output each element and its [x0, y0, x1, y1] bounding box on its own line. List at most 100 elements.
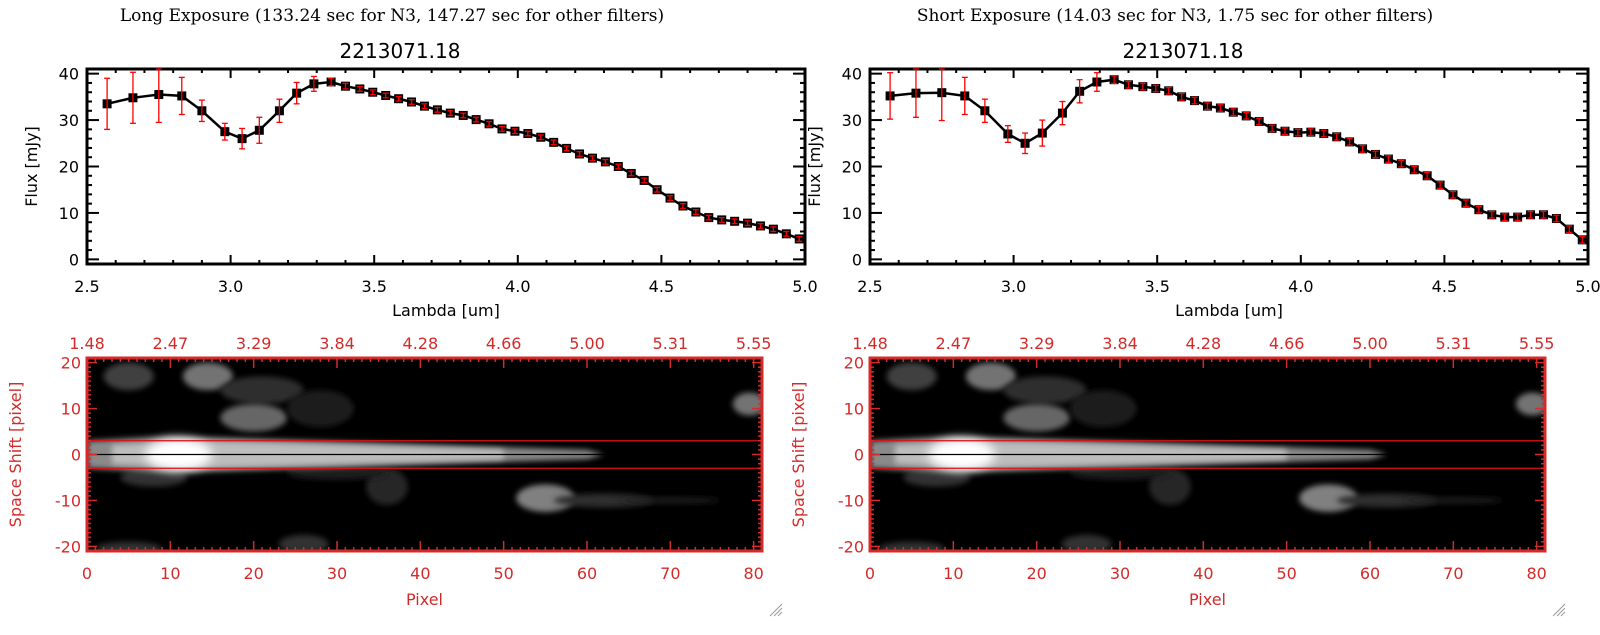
image-x-tick-label: 80 [1526, 564, 1546, 583]
image-source-blob [287, 390, 354, 427]
x-tick-label: 2.5 [857, 277, 882, 296]
spectrum-line [889, 78, 1584, 241]
image-top-tick-label: 4.28 [1186, 334, 1222, 353]
image-x-tick-label: 50 [1276, 564, 1296, 583]
image-source-blob [1403, 497, 1504, 504]
panel-long: Long Exposure (133.24 sec for N3, 147.27… [6, 6, 818, 617]
x-tick-label: 3.5 [361, 277, 386, 296]
grip-line [1552, 603, 1566, 617]
panel-title: Long Exposure (133.24 sec for N3, 147.27… [120, 6, 664, 26]
image-y-axis-label: Space Shift [pixel] [6, 382, 25, 528]
image-x-tick-label: 30 [327, 564, 347, 583]
image-source-blob [903, 468, 971, 487]
image-x-axis-label: Pixel [1189, 590, 1226, 609]
x-tick-label: 2.5 [74, 277, 99, 296]
image-x-tick-label: 40 [1193, 564, 1213, 583]
image-source-blob [220, 376, 304, 404]
x-axis-label: Lambda [um] [392, 301, 500, 320]
image-x-tick-label: 40 [410, 564, 430, 583]
panel-short: Short Exposure (14.03 sec for N3, 1.75 s… [789, 6, 1600, 617]
y-axis-label: Flux [mJy] [805, 126, 824, 207]
image-top-tick-label: 4.66 [486, 334, 522, 353]
image-top-tick-label: 5.00 [569, 334, 605, 353]
image-source-blob [220, 403, 287, 432]
y-tick-label: 0 [852, 250, 862, 269]
image-source-blob [886, 362, 937, 391]
image-source-blob [1299, 484, 1358, 512]
image-source-blob [366, 468, 408, 506]
y-tick-label: 30 [842, 111, 862, 130]
grip-line [1560, 611, 1566, 617]
image-x-tick-label: 0 [82, 564, 92, 583]
image-x-tick-label: 20 [243, 564, 263, 583]
image-source-blob [1149, 468, 1191, 506]
image-source-blob [553, 493, 654, 508]
image-source-blob [1070, 390, 1137, 427]
image-x-tick-label: 70 [660, 564, 680, 583]
x-tick-label: 4.5 [649, 277, 674, 296]
image-top-tick-label: 1.48 [852, 334, 888, 353]
image-source-blob [287, 465, 387, 480]
panel-title: Short Exposure (14.03 sec for N3, 1.75 s… [917, 6, 1433, 26]
image-y-axis-label: Space Shift [pixel] [789, 382, 808, 528]
image-x-tick-label: 60 [1360, 564, 1380, 583]
image-x-tick-label: 10 [160, 564, 180, 583]
image-y-tick-label: 20 [844, 354, 864, 373]
y-tick-label: 10 [842, 204, 862, 223]
image-x-tick-label: 0 [865, 564, 875, 583]
x-tick-label: 5.0 [792, 277, 817, 296]
image-source-blob [732, 392, 762, 416]
image-y-tick-label: 0 [854, 446, 864, 465]
image-source-blob [1515, 392, 1545, 416]
image-top-tick-label: 3.84 [319, 334, 355, 353]
y-axis-label: Flux [mJy] [22, 126, 41, 207]
grip-line [769, 603, 783, 617]
image-y-tick-label: -10 [55, 491, 81, 510]
image-source-blob [120, 468, 187, 487]
image-top-tick-label: 2.47 [153, 334, 189, 353]
image-y-tick-label: 10 [844, 400, 864, 419]
image-top-tick-label: 5.31 [1436, 334, 1472, 353]
image-x-tick-label: 60 [577, 564, 597, 583]
y-tick-label: 10 [59, 204, 79, 223]
image-x-tick-label: 50 [493, 564, 513, 583]
image-x-tick-label: 70 [1443, 564, 1463, 583]
grip-line [773, 607, 783, 617]
spectral-image [87, 358, 762, 551]
x-tick-label: 5.0 [1575, 277, 1600, 296]
grip-line [1556, 607, 1566, 617]
x-tick-label: 3.0 [1001, 277, 1026, 296]
plot-frame [868, 67, 1590, 266]
image-source-blob [516, 484, 575, 512]
image-source-blob [278, 534, 329, 551]
x-tick-label: 3.0 [218, 277, 243, 296]
image-top-tick-label: 4.66 [1269, 334, 1305, 353]
image-y-tick-label: 20 [61, 354, 81, 373]
image-top-tick-label: 3.29 [236, 334, 272, 353]
image-y-tick-label: -10 [838, 491, 864, 510]
image-top-tick-label: 4.28 [403, 334, 439, 353]
x-tick-label: 4.5 [1432, 277, 1457, 296]
image-top-tick-label: 5.31 [653, 334, 689, 353]
spectral-image [870, 358, 1545, 551]
image-source-blob [1003, 376, 1087, 404]
image-source-blob [620, 497, 721, 504]
chart-title: 2213071.18 [340, 39, 461, 63]
resize-grip-icon[interactable] [1552, 603, 1566, 617]
image-top-tick-label: 5.55 [1519, 334, 1555, 353]
image-y-tick-label: -20 [838, 537, 864, 556]
plot-frame [85, 67, 807, 266]
image-source-blob [1070, 465, 1170, 480]
image-x-tick-label: 20 [1026, 564, 1046, 583]
image-source-blob [103, 362, 154, 391]
y-tick-label: 30 [59, 111, 79, 130]
y-tick-label: 0 [69, 250, 79, 269]
resize-grip-icon[interactable] [769, 603, 783, 617]
image-x-tick-label: 30 [1110, 564, 1130, 583]
image-source-blob [182, 362, 233, 391]
image-top-tick-label: 1.48 [69, 334, 105, 353]
image-top-tick-label: 3.29 [1019, 334, 1055, 353]
x-tick-label: 4.0 [505, 277, 530, 296]
image-source-blob [1061, 534, 1112, 551]
